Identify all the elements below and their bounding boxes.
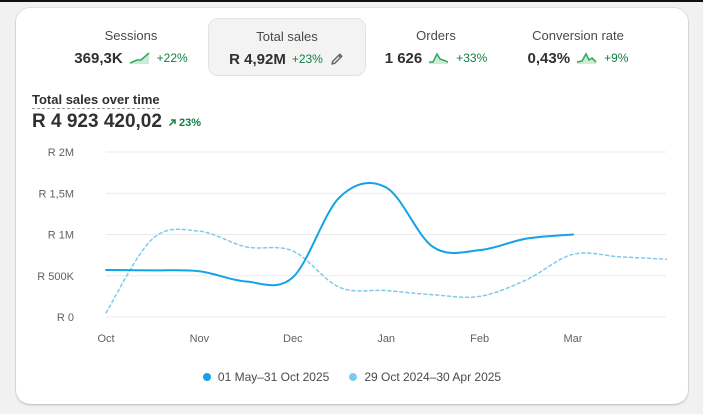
metric-sessions[interactable]: Sessions 369,3K +22% bbox=[36, 18, 226, 76]
legend-item-previous[interactable]: 29 Oct 2024–30 Apr 2025 bbox=[349, 370, 501, 384]
metric-label: Sessions bbox=[104, 28, 158, 43]
metric-value: 0,43% bbox=[527, 49, 571, 67]
total-change-value: 23% bbox=[178, 116, 201, 129]
metric-label: Orders bbox=[416, 28, 456, 43]
total-change: 23% bbox=[168, 117, 201, 129]
metric-value: 369,3K bbox=[74, 49, 123, 67]
metric-delta: +9% bbox=[604, 51, 629, 65]
y-tick-label: R 1,5M bbox=[39, 188, 74, 200]
total-sales-summary: R 4 923 420,02 23% bbox=[32, 111, 201, 133]
x-tick-label: Mar bbox=[564, 333, 583, 345]
trend-sparkline-icon bbox=[576, 52, 597, 64]
metric-delta: +33% bbox=[456, 51, 488, 65]
legend-item-current[interactable]: 01 May–31 Oct 2025 bbox=[202, 370, 330, 384]
chart-title[interactable]: Total sales over time bbox=[32, 92, 160, 109]
legend-dot-current bbox=[202, 373, 211, 381]
legend-label-previous: 29 Oct 2024–30 Apr 2025 bbox=[364, 370, 502, 384]
x-tick-label: Feb bbox=[470, 333, 489, 345]
y-tick-label: R 0 bbox=[57, 312, 74, 324]
sales-line-chart: R 0 R 500K R 1M R 1,5M R 2M Oct Nov Dec Jan Feb M… bbox=[37, 147, 668, 345]
series-line-current bbox=[105, 182, 574, 287]
y-tick-label: R 500K bbox=[37, 271, 74, 283]
arrow-up-right-icon bbox=[168, 119, 176, 127]
metric-label: Total sales bbox=[256, 29, 318, 44]
y-tick-label: R 1M bbox=[48, 230, 74, 242]
chart-legend: 01 May–31 Oct 2025 29 Oct 2024–30 Apr 20… bbox=[16, 370, 688, 384]
metric-value: 1 626 bbox=[384, 49, 423, 67]
metric-label: Conversion rate bbox=[532, 28, 624, 43]
top-edge-line bbox=[0, 0, 703, 2]
total-sales-value: R 4 923 420,02 bbox=[32, 111, 162, 132]
metric-delta: +22% bbox=[156, 51, 188, 65]
y-tick-label: R 2M bbox=[48, 147, 74, 159]
trend-sparkline-icon bbox=[129, 52, 150, 64]
metric-orders[interactable]: Orders 1 626 +33% bbox=[371, 18, 501, 76]
sales-analytics-card: Sessions 369,3K +22% Total sales R 4,92M… bbox=[16, 8, 688, 404]
pencil-icon[interactable] bbox=[329, 51, 345, 67]
metric-delta: +23% bbox=[291, 52, 323, 66]
metric-conversion-rate[interactable]: Conversion rate 0,43% +9% bbox=[508, 18, 648, 76]
metric-value: R 4,92M bbox=[229, 50, 286, 68]
x-tick-label: Jan bbox=[377, 333, 395, 345]
legend-label-current: 01 May–31 Oct 2025 bbox=[217, 370, 330, 384]
x-tick-label: Oct bbox=[97, 333, 114, 345]
trend-sparkline-icon bbox=[429, 52, 449, 64]
legend-dot-previous bbox=[349, 373, 358, 381]
x-tick-label: Dec bbox=[283, 333, 303, 345]
x-tick-label: Nov bbox=[190, 333, 210, 345]
metric-total-sales[interactable]: Total sales R 4,92M +23% bbox=[208, 18, 366, 76]
series-line-previous bbox=[105, 228, 668, 314]
